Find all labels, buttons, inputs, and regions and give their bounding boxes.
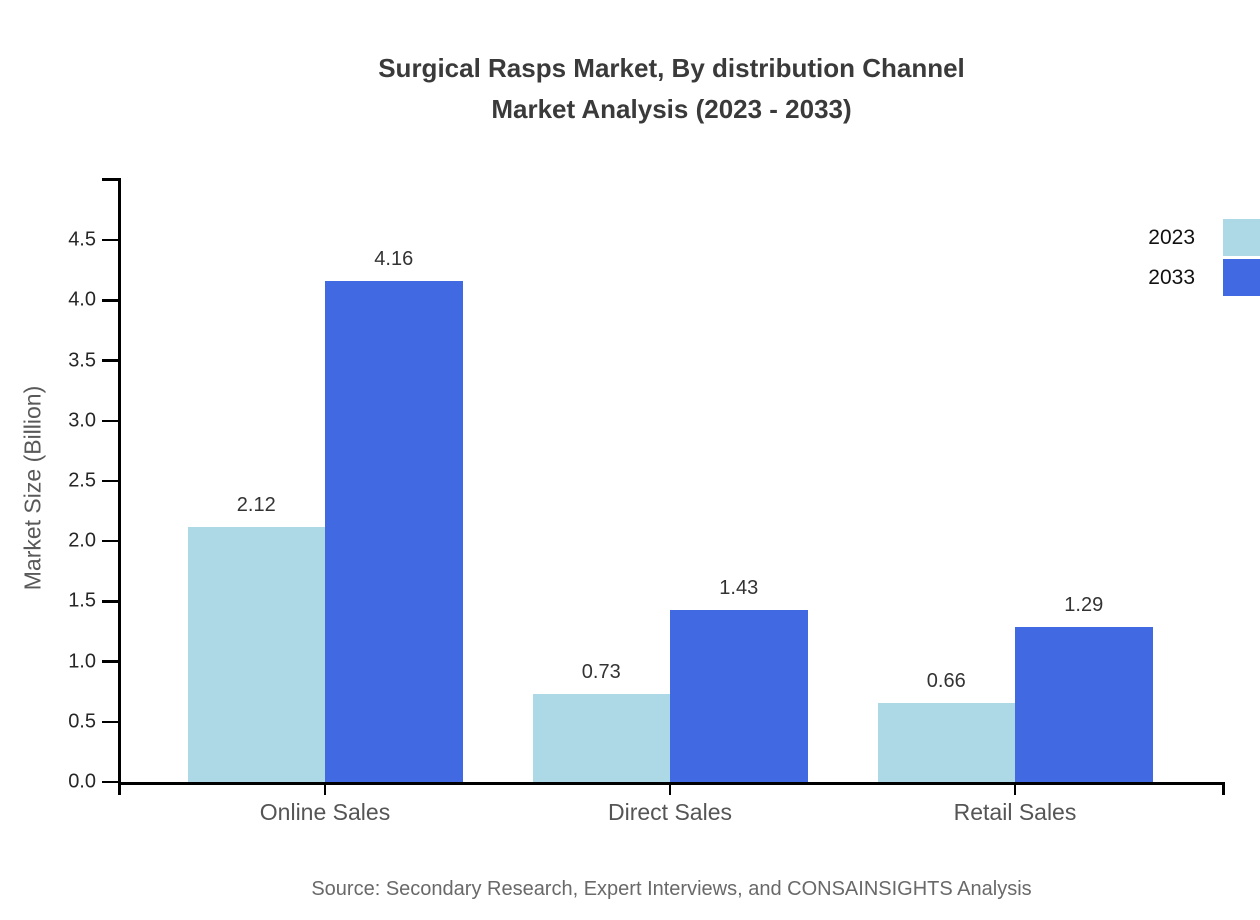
bar-value-label: 2.12	[236, 493, 276, 516]
y-tick-label: 4.5	[68, 228, 96, 251]
y-axis-tick: 0.0	[68, 771, 118, 793]
bar-value-label: 0.73	[581, 661, 621, 684]
y-tick-label: 4.0	[68, 288, 96, 311]
y-tick-label: 1.5	[68, 589, 96, 612]
bar-value-label: 0.66	[926, 669, 966, 692]
y-axis-title: Market Size (Billion)	[19, 385, 46, 591]
x-axis-tick	[323, 782, 327, 795]
bar-2033-direct-sales	[670, 609, 808, 782]
y-tick-label: 2.0	[68, 529, 96, 552]
x-axis-end-tick	[118, 782, 121, 795]
x-category-label: Direct Sales	[608, 799, 732, 825]
y-axis-tick: 3.0	[68, 409, 118, 431]
bar-2023-retail-sales	[877, 702, 1015, 782]
x-axis-tick	[668, 782, 672, 795]
y-axis-top-cap-tick	[102, 178, 118, 181]
bar-group: 2.12 4.16	[187, 178, 463, 782]
bar-value-label: 1.43	[719, 576, 759, 599]
bar-value-label: 4.16	[374, 248, 414, 271]
y-tick-label: 3.0	[68, 409, 96, 432]
y-axis-tick: 2.0	[68, 530, 118, 552]
bar-2023-direct-sales	[532, 694, 670, 782]
y-axis-tick: 0.5	[68, 710, 118, 732]
y-axis-tick: 4.5	[68, 229, 118, 251]
y-axis-tick: 1.0	[68, 650, 118, 672]
y-axis-tick: 3.5	[68, 349, 118, 371]
legend-swatch	[1223, 219, 1260, 256]
y-axis-tick: 1.5	[68, 590, 118, 612]
x-category-label: Online Sales	[259, 799, 391, 825]
plot-area: 0.0 0.5 1.0 1.5 2.0 2.5 3.0 3.5 4.0 4.5 Online Sal…	[68, 178, 1225, 825]
source-note: Source: Secondary Research, Expert Inter…	[311, 878, 1032, 900]
bar-value-label: 1.29	[1064, 593, 1104, 616]
chart-title: Surgical Rasps Market, By distribution C…	[118, 48, 1225, 130]
chart-title-line-2: Market Analysis (2023 - 2033)	[491, 94, 852, 124]
legend-item-2033: 2033	[1148, 259, 1260, 296]
legend-label: 2033	[1148, 265, 1195, 289]
y-tick-label: 0.5	[68, 710, 96, 733]
y-axis-tick: 4.0	[68, 289, 118, 311]
bar-2023-online-sales	[187, 526, 325, 782]
bar-group: 0.73 1.43	[532, 178, 808, 782]
y-axis-tick: 2.5	[68, 470, 118, 492]
chart-title-line-1: Surgical Rasps Market, By distribution C…	[378, 53, 965, 83]
legend: 2023 2033	[1148, 219, 1260, 296]
legend-item-2023: 2023	[1148, 219, 1260, 256]
y-tick-label: 2.5	[68, 469, 96, 492]
legend-label: 2023	[1148, 225, 1195, 249]
bar-group: 0.66 1.29	[877, 178, 1153, 782]
bar-2033-online-sales	[325, 281, 463, 782]
y-tick-label: 3.5	[68, 349, 96, 372]
legend-swatch	[1223, 259, 1260, 296]
y-tick-label: 0.0	[68, 770, 96, 793]
x-axis-tick	[1013, 782, 1017, 795]
x-axis-end-tick	[1222, 782, 1225, 795]
bar-2033-retail-sales	[1015, 626, 1153, 782]
y-tick-label: 1.0	[68, 650, 96, 673]
x-category-label: Retail Sales	[953, 799, 1077, 825]
